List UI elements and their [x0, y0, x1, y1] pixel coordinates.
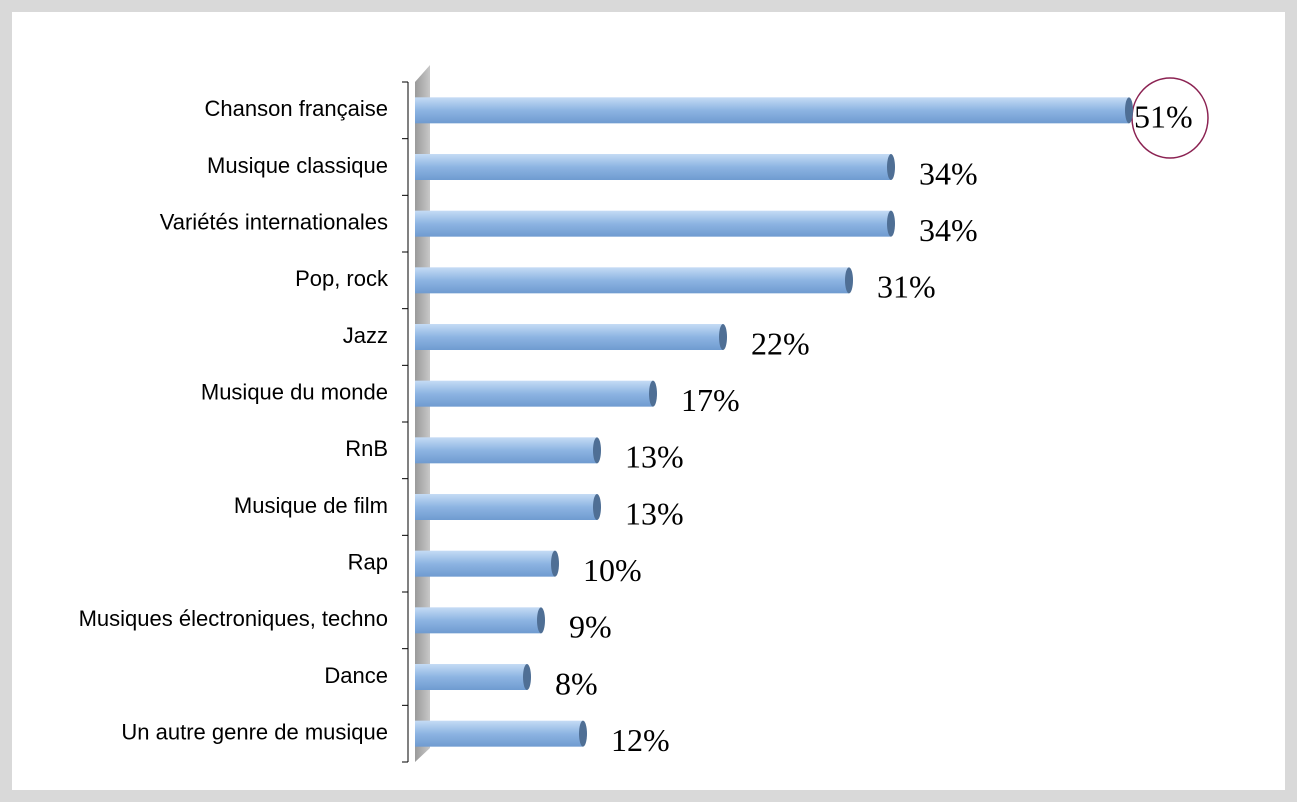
value-label: 51% [1134, 99, 1193, 135]
value-label: 12% [611, 722, 670, 758]
category-label: Un autre genre de musique [121, 719, 388, 744]
value-label: 13% [625, 439, 684, 475]
bar-cap [719, 324, 727, 350]
bar-cap [537, 607, 545, 634]
bar [415, 97, 1129, 124]
category-label: Musiques électroniques, techno [79, 606, 388, 631]
value-label: 34% [919, 155, 978, 191]
bar-cap [649, 380, 657, 407]
axis-wall [415, 65, 430, 762]
category-label: RnB [345, 436, 388, 461]
bar [415, 210, 891, 237]
value-label: 31% [877, 269, 936, 305]
category-label: Dance [324, 663, 388, 688]
category-label: Rap [348, 549, 388, 574]
value-label: 9% [569, 609, 612, 645]
bar [415, 664, 527, 690]
bar [415, 437, 597, 464]
value-label: 17% [681, 382, 740, 418]
category-label: Variétés internationales [160, 209, 388, 234]
bar [415, 720, 583, 747]
bar-cap [1125, 97, 1133, 124]
bar-cap [887, 154, 895, 180]
bars: Chanson française 51% Musique classique 34%… [79, 81, 1193, 763]
category-label: Pop, rock [295, 266, 389, 291]
value-label: 22% [751, 325, 810, 361]
category-label: Musique classique [207, 153, 388, 178]
bar-cap [845, 267, 853, 294]
bar [415, 494, 597, 520]
bar-cap [593, 494, 601, 520]
bar [415, 267, 849, 294]
category-label: Musique de film [234, 493, 388, 518]
bar-cap [523, 664, 531, 690]
value-label: 8% [555, 665, 598, 701]
bar [415, 154, 891, 180]
bar-cap [551, 550, 559, 577]
value-label: 34% [919, 212, 978, 248]
bar-cap [887, 210, 895, 237]
bar [415, 550, 555, 577]
bar-cap [593, 437, 601, 464]
bar [415, 380, 653, 407]
value-label: 13% [625, 495, 684, 531]
bar [415, 607, 541, 634]
bar-cap [579, 720, 587, 747]
category-label: Musique du monde [201, 379, 388, 404]
value-label: 10% [583, 552, 642, 588]
category-label: Chanson française [205, 96, 388, 121]
category-label: Jazz [343, 323, 388, 348]
bar [415, 324, 723, 350]
